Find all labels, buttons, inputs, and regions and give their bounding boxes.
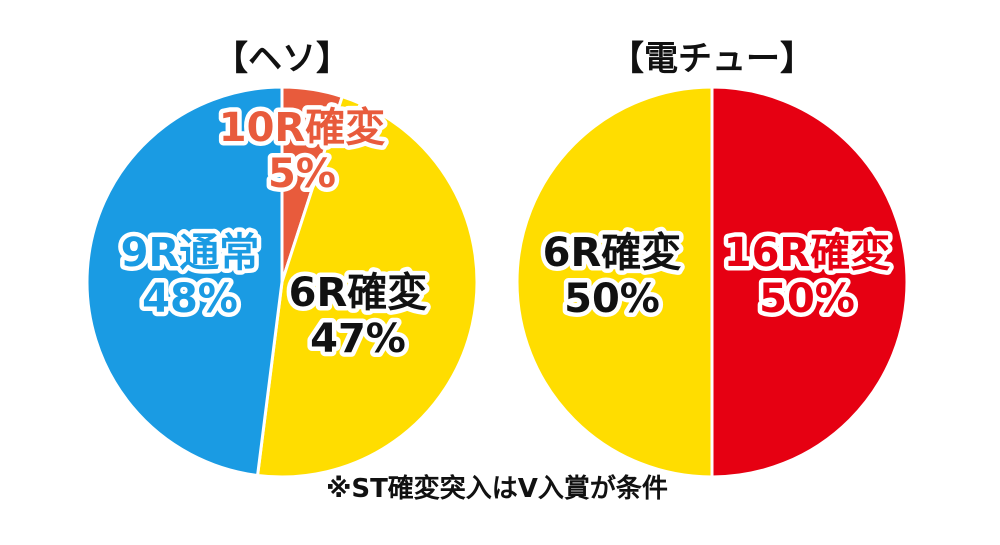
slice-10r-kakuhen-label: 10R確変	[219, 105, 385, 151]
slice-9r-tsujo	[85, 85, 284, 478]
slice-10r-kakuhen-value: 5%	[268, 151, 336, 197]
slice-16r-kakuhen-value: 50%	[759, 276, 855, 322]
slice-9r-tsujo-label: 9R通常	[121, 230, 260, 276]
slice-16r-kakuhen-label: 16R確変	[724, 230, 890, 276]
footnote: ※ST確変突入はV入賞が条件	[326, 473, 668, 504]
slice-9r-tsujo-value: 48%	[142, 276, 238, 322]
slice-16r-kakuhen	[710, 85, 909, 479]
chart-title-denchu: 【電チュー】	[610, 39, 814, 79]
slices	[85, 85, 479, 479]
slice-6r-kakuhen-value: 50%	[564, 276, 660, 322]
slice-6r-kakuhen	[255, 94, 479, 479]
slice-6r-kakuhen-label: 6R確変	[543, 230, 682, 276]
slice-6r-kakuhen-value: 47%	[310, 316, 406, 362]
slices	[515, 85, 909, 479]
slice-6r-kakuhen	[515, 85, 714, 479]
slice-6r-kakuhen-label: 6R確変	[289, 270, 428, 316]
chart-title-heso: 【ヘソ】	[214, 39, 350, 79]
